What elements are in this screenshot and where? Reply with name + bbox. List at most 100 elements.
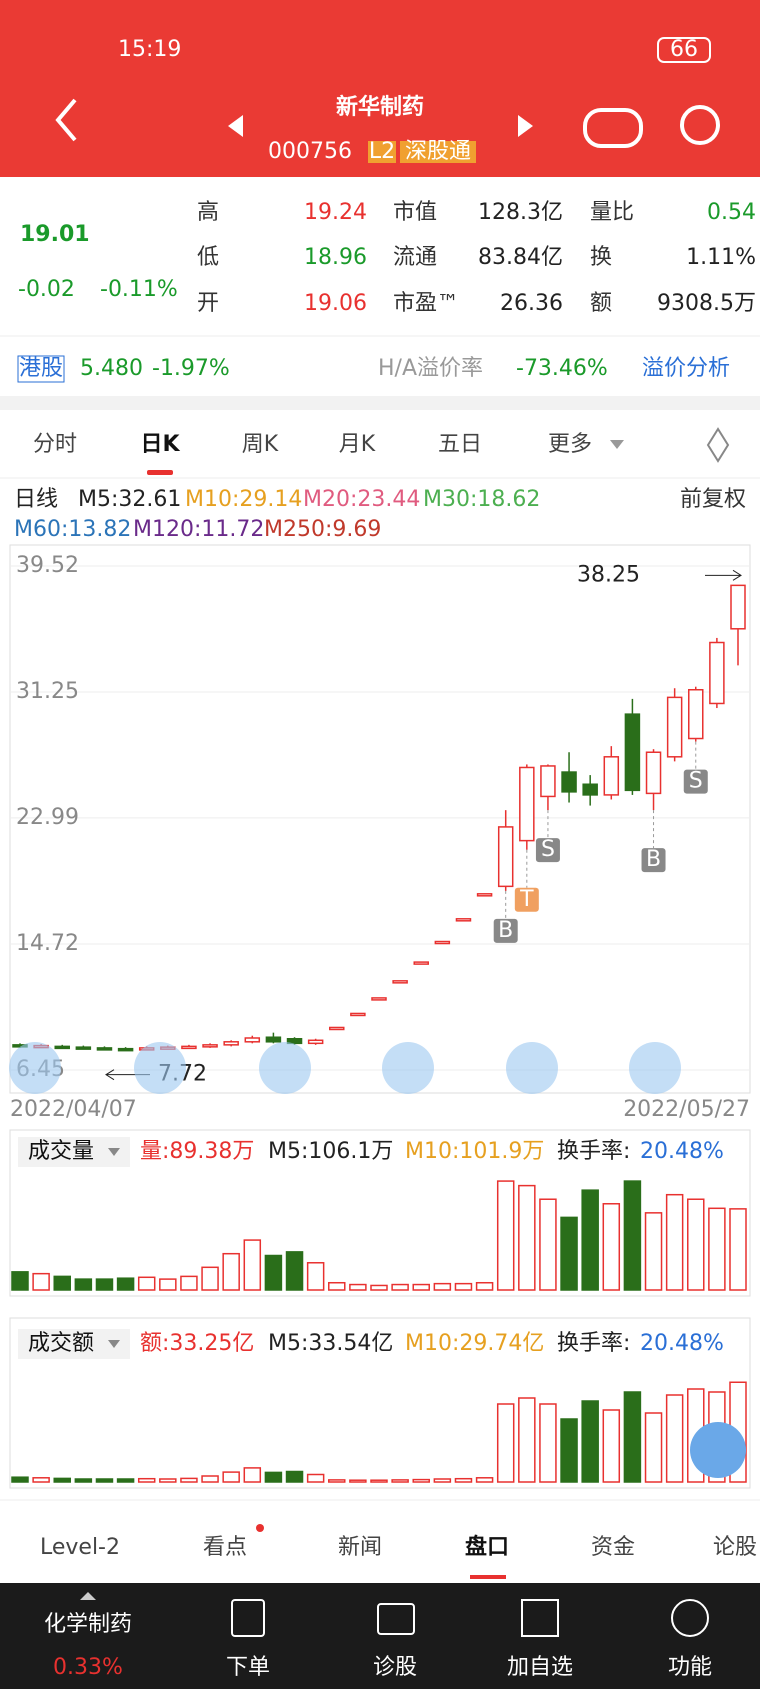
bar xyxy=(328,1281,346,1291)
next-stock[interactable] xyxy=(518,115,533,137)
tab[interactable]: 周K xyxy=(242,432,279,457)
y-tick-label: 14.72 xyxy=(16,931,79,956)
tab[interactable]: 分时 xyxy=(33,432,77,457)
bottom-tab[interactable]: 资金 xyxy=(591,1535,635,1560)
field-label: 市值 xyxy=(393,200,437,225)
bar xyxy=(433,1478,452,1483)
candle-body xyxy=(582,783,598,796)
bottom-tab[interactable]: Level-2 xyxy=(40,1535,120,1560)
premium-link[interactable]: 溢价分析 xyxy=(642,356,730,381)
bar xyxy=(454,1477,473,1483)
marker-label: B xyxy=(646,847,661,872)
hk-price: 5.480 xyxy=(80,356,143,381)
bar xyxy=(518,1397,536,1483)
bar xyxy=(74,1278,93,1291)
bar xyxy=(539,1403,557,1483)
turnover-label: 换手率: xyxy=(557,1139,630,1164)
nav-item[interactable]: 诊股 xyxy=(373,1655,417,1680)
chart-control[interactable] xyxy=(259,1042,311,1094)
nav-item[interactable]: 功能 xyxy=(668,1655,712,1680)
nav-item[interactable]: 加自选 xyxy=(507,1655,573,1680)
y-tick-label: 31.25 xyxy=(16,679,79,704)
bar xyxy=(581,1400,599,1483)
diagnose-icon[interactable] xyxy=(377,1603,415,1635)
dropdown-arrow xyxy=(108,1148,120,1156)
bar xyxy=(53,1275,71,1291)
back-button[interactable] xyxy=(55,98,77,142)
gap xyxy=(0,396,760,410)
marker-label: B xyxy=(498,918,513,943)
bar xyxy=(602,1203,621,1291)
hk-badge xyxy=(17,355,65,383)
field-value: 19.24 xyxy=(304,200,367,225)
bar xyxy=(665,1193,684,1291)
candle-body xyxy=(730,584,746,630)
badge xyxy=(400,141,476,163)
prev-stock[interactable] xyxy=(228,115,243,137)
tab[interactable]: 五日 xyxy=(438,432,482,457)
bar xyxy=(74,1478,93,1483)
premium-label: H/A溢价率 xyxy=(378,356,483,381)
field-value: 1.11% xyxy=(686,245,756,270)
robot-icon[interactable] xyxy=(583,108,643,148)
chart-control[interactable] xyxy=(629,1042,681,1094)
max-label: 38.25 xyxy=(577,562,640,587)
chart-control[interactable] xyxy=(9,1042,61,1094)
candle-body xyxy=(413,961,429,965)
bar xyxy=(222,1252,240,1291)
candle-body xyxy=(666,696,683,758)
bottom-tab[interactable]: 论股 xyxy=(713,1535,757,1560)
candle-body xyxy=(54,1045,70,1050)
bar xyxy=(391,1283,409,1291)
amount-frame xyxy=(9,1317,751,1489)
bar xyxy=(306,1473,325,1483)
candle-body xyxy=(329,1026,345,1031)
bar xyxy=(433,1282,452,1291)
bar xyxy=(581,1189,599,1291)
ma-legend: M250:9.69 xyxy=(264,517,381,542)
tab[interactable]: 日K xyxy=(140,432,180,457)
marker-box xyxy=(514,887,539,912)
ma-legend: M5:32.61 xyxy=(78,487,181,512)
field-value: 18.96 xyxy=(304,245,367,270)
bar xyxy=(180,1275,198,1291)
tab[interactable]: 月K xyxy=(339,432,376,457)
bar xyxy=(665,1394,684,1483)
panel-legend: 量:89.38万 xyxy=(140,1139,254,1164)
add-icon[interactable] xyxy=(521,1599,559,1637)
chart-control[interactable] xyxy=(134,1042,186,1094)
bar xyxy=(454,1282,473,1291)
bottom-tab[interactable]: 看点 xyxy=(203,1535,247,1560)
candle-body xyxy=(561,771,577,793)
candle-body xyxy=(645,751,662,795)
ma-legend: M120:11.72 xyxy=(133,517,264,542)
tab[interactable]: 更多 xyxy=(548,432,592,457)
bottom-tab[interactable]: 新闻 xyxy=(338,1535,382,1560)
settings-icon[interactable] xyxy=(706,427,730,463)
stock-name: 新华制药 xyxy=(336,94,424,120)
candle-body xyxy=(688,689,704,740)
ma-legend: M10:29.14 xyxy=(185,487,302,512)
dropdown-arrow xyxy=(108,1340,120,1348)
bottom-tab[interactable]: 盘口 xyxy=(465,1534,509,1560)
order-icon[interactable] xyxy=(231,1599,265,1637)
chart-control[interactable] xyxy=(382,1042,434,1094)
tip-button[interactable] xyxy=(690,1422,746,1478)
bar xyxy=(412,1478,430,1483)
sector-change: 0.33% xyxy=(53,1655,123,1680)
price: 19.01 xyxy=(20,222,90,247)
candle-body xyxy=(392,980,408,984)
candle-body xyxy=(202,1044,218,1048)
chart-control[interactable] xyxy=(506,1042,558,1094)
candle-body xyxy=(540,765,556,798)
bar xyxy=(475,1477,494,1483)
y-tick-label: 39.52 xyxy=(16,553,79,578)
search-icon[interactable] xyxy=(680,105,720,145)
nav-item[interactable]: 下单 xyxy=(226,1655,270,1680)
dot xyxy=(256,1524,264,1532)
menu-icon[interactable] xyxy=(671,1599,709,1637)
marker-box xyxy=(493,918,518,943)
bar xyxy=(370,1284,388,1291)
candle-body xyxy=(75,1046,92,1050)
